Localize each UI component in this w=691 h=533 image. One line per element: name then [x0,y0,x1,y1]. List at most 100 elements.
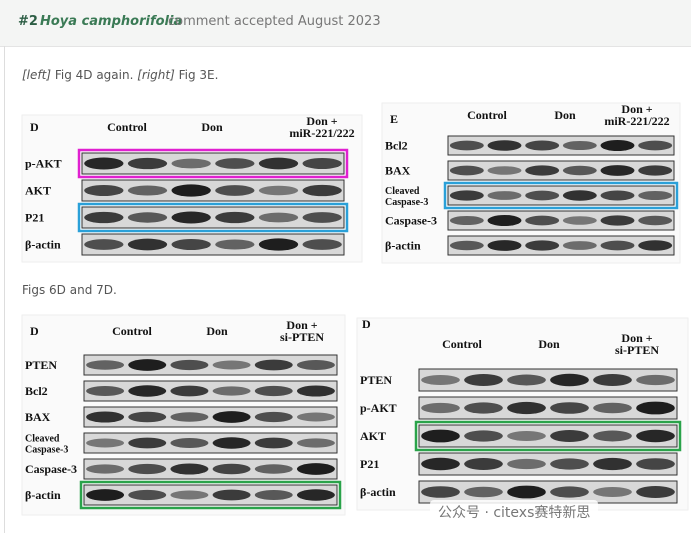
blot-band [128,437,167,449]
blot-band [84,184,124,197]
highlight-box [79,480,342,510]
blot-band [636,458,675,470]
blot-band [525,190,560,201]
blot-band [171,211,211,224]
column-label: Don [554,108,576,122]
row-label: Cleaved [385,186,420,197]
figure-panel: D Control Don Don +si-PTEN PTEN Bcl2 BAX Cleave… [21,314,346,516]
blot-band [127,212,168,223]
blot-band [212,411,251,423]
blot-band [86,438,125,448]
blot-band [127,185,168,196]
column-label: Control [112,324,152,338]
caption: [left] Fig 4D again. [right] Fig 3E. [22,68,218,82]
row-label: p-AKT [25,157,62,171]
text: Fig 4D again. [54,68,134,82]
blot-band [550,373,589,387]
column-label: si-PTEN [280,330,324,344]
blot-band [215,211,255,224]
blot-band [215,158,255,169]
blot-band [171,184,211,197]
column-label: Control [107,120,147,134]
blot-band [638,190,673,201]
blot-band [487,240,522,251]
caption: Figs 6D and 7D. [22,283,117,297]
blot-band [593,374,632,386]
blot-band [464,374,503,386]
blot-band [421,486,460,498]
blot-band [562,190,597,201]
blot-band [212,360,251,370]
blot-band [464,430,503,442]
blot-band [254,359,293,371]
comment-status: comment accepted August 2023 [168,14,381,29]
blot-band [128,463,167,475]
blot-band [636,374,675,386]
watermark: 公众号 · citexs赛特新思 [430,500,599,524]
blot-band [487,214,522,227]
row-label: BAX [385,164,411,178]
blot-band [302,212,342,223]
blot-band [170,438,209,448]
blot-band [600,240,635,251]
blot-band [464,458,503,470]
blot-band [212,437,251,449]
comment-number[interactable]: #2 [18,14,38,29]
blot-band [86,411,125,423]
column-label: Don [538,337,560,351]
blot-band [525,240,560,251]
row-label: p-AKT [360,401,397,415]
blot-band [296,489,335,501]
blot-band [258,212,299,223]
blot-band [302,239,342,250]
blot-band [638,165,673,176]
column-label: Don + [306,114,337,128]
blot-band [487,166,522,175]
text: Fig 3E. [178,68,219,82]
blot-band [258,185,299,196]
blot-strip [81,206,345,229]
blot-band [171,158,211,169]
blot-band [296,438,335,448]
border [4,46,5,533]
blot-band [128,411,167,423]
tag: [right] [137,68,175,82]
blot-band [215,239,255,250]
panel-letter: D [30,324,39,338]
blot-band [507,485,546,499]
blot-band [636,486,675,498]
blot-band [296,412,335,422]
row-label: Caspase-3 [385,197,428,208]
blot-band [296,360,335,370]
column-label: Don [201,120,223,134]
species-link[interactable]: Hoya camphorifolia [40,14,183,29]
blot-band [550,402,589,414]
blot-band [487,140,522,151]
row-label: β-actin [25,488,61,502]
blot-band [421,457,460,471]
row-label: AKT [360,429,386,443]
column-label: miR-221/222 [289,126,354,140]
blot-band [254,437,293,449]
blot-band [84,239,124,250]
blot-band [258,157,299,170]
blot-band [84,211,124,224]
blot-band [421,375,460,385]
row-label: Caspase-3 [25,445,68,456]
blot-band [170,412,209,422]
figure-panel: E Control Don Don +miR-221/222 Bcl2 BAX Cleave… [381,102,681,264]
blot-band [170,359,209,371]
blot-band [636,429,675,443]
blot-band [258,238,299,251]
blot-band [170,463,209,475]
blot-band [128,359,167,371]
column-label: si-PTEN [615,343,659,357]
column-label: Don + [621,331,652,345]
row-label: Cleaved [25,434,60,445]
row-label: β-actin [25,238,61,252]
figure-panel: D Control Don Don +miR-221/222 p-AKT AKT P21 β-… [21,114,363,263]
comment-header: #2 Hoya camphorifolia comment accepted A… [0,0,691,47]
row-label: β-actin [385,239,421,253]
